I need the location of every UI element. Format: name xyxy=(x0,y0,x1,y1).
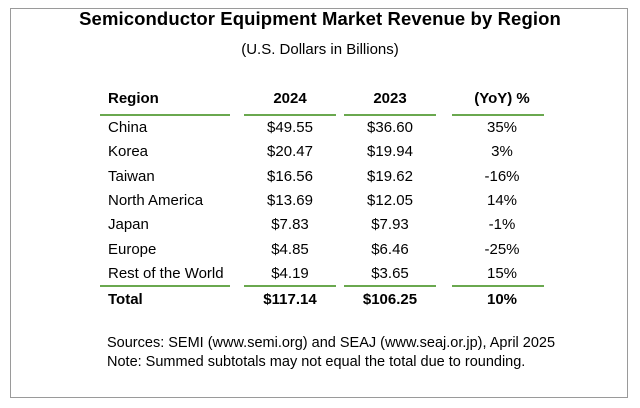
row-yoy: 14% xyxy=(486,191,518,209)
chart-title: Semiconductor Equipment Market Revenue b… xyxy=(79,8,561,29)
header-rule-region xyxy=(100,114,230,116)
total-rule-region xyxy=(100,285,230,287)
row-region: China xyxy=(108,119,148,136)
row-2023: $36.60 xyxy=(367,119,413,136)
row-yoy: -16% xyxy=(484,167,520,185)
header-rule-2024 xyxy=(244,114,336,116)
row-region: Japan xyxy=(108,216,149,234)
table-row: Japan $7.83 $7.93 -1% xyxy=(0,216,640,240)
footnotes: Sources: SEMI (www.semi.org) and SEAJ (w… xyxy=(107,334,555,372)
source-note: Sources: SEMI (www.semi.org) and SEAJ (w… xyxy=(107,335,556,351)
row-region: Korea xyxy=(108,143,149,161)
table-frame xyxy=(10,8,628,398)
row-region: Rest of the World xyxy=(108,264,224,282)
header-2024: 2024 xyxy=(273,90,307,107)
total-rule-yoy xyxy=(452,285,544,287)
header-2023: 2023 xyxy=(373,90,407,107)
table-header: Region 2024 2023 (YoY) % xyxy=(0,90,640,114)
row-region: Taiwan xyxy=(108,167,155,185)
total-2023: $106.25 xyxy=(362,291,418,308)
total-region: Total xyxy=(108,291,143,308)
table-row: Rest of the World $4.19 $3.65 15% xyxy=(0,265,640,289)
row-2023: $3.65 xyxy=(371,264,409,282)
table-row: China $49.55 $36.60 35% xyxy=(0,119,640,143)
row-yoy: -1% xyxy=(488,216,516,234)
table-row: North America $13.69 $12.05 14% xyxy=(0,192,640,216)
row-region: North America xyxy=(108,191,204,209)
total-2024: $117.14 xyxy=(263,291,317,308)
chart-subtitle: (U.S. Dollars in Billions) xyxy=(241,41,399,58)
table-row: Europe $4.85 $6.46 -25% xyxy=(0,241,640,265)
row-2023: $12.05 xyxy=(367,191,413,209)
row-2024: $13.69 xyxy=(267,191,313,209)
header-rule-yoy xyxy=(452,114,544,116)
table-total-row: Total $117.14 $106.25 10% xyxy=(0,291,640,315)
row-2024: $20.47 xyxy=(267,143,313,161)
total-yoy: 10% xyxy=(486,291,518,308)
row-2024: $16.56 xyxy=(267,167,313,185)
header-rule-2023 xyxy=(344,114,436,116)
row-2024: $4.19 xyxy=(271,264,309,282)
table-row: Taiwan $16.56 $19.62 -16% xyxy=(0,168,640,192)
header-region: Region xyxy=(108,90,159,107)
row-2023: $19.94 xyxy=(367,143,413,161)
header-yoy: (YoY) % xyxy=(474,90,530,107)
row-2024: $4.85 xyxy=(271,240,309,258)
row-2023: $19.62 xyxy=(367,167,413,185)
total-rule-2023 xyxy=(344,285,436,287)
total-rule-2024 xyxy=(244,285,336,287)
row-2024: $7.83 xyxy=(271,216,309,234)
row-2024: $49.55 xyxy=(267,119,313,136)
row-region: Europe xyxy=(108,240,157,258)
table-row: Korea $20.47 $19.94 3% xyxy=(0,143,640,167)
row-2023: $7.93 xyxy=(371,216,409,234)
rounding-note: Note: Summed subtotals may not equal the… xyxy=(107,354,526,370)
row-yoy: 35% xyxy=(486,119,518,136)
row-yoy: 3% xyxy=(491,143,513,161)
row-2023: $6.46 xyxy=(371,240,409,258)
row-yoy: -25% xyxy=(484,240,520,258)
row-yoy: 15% xyxy=(486,264,518,282)
